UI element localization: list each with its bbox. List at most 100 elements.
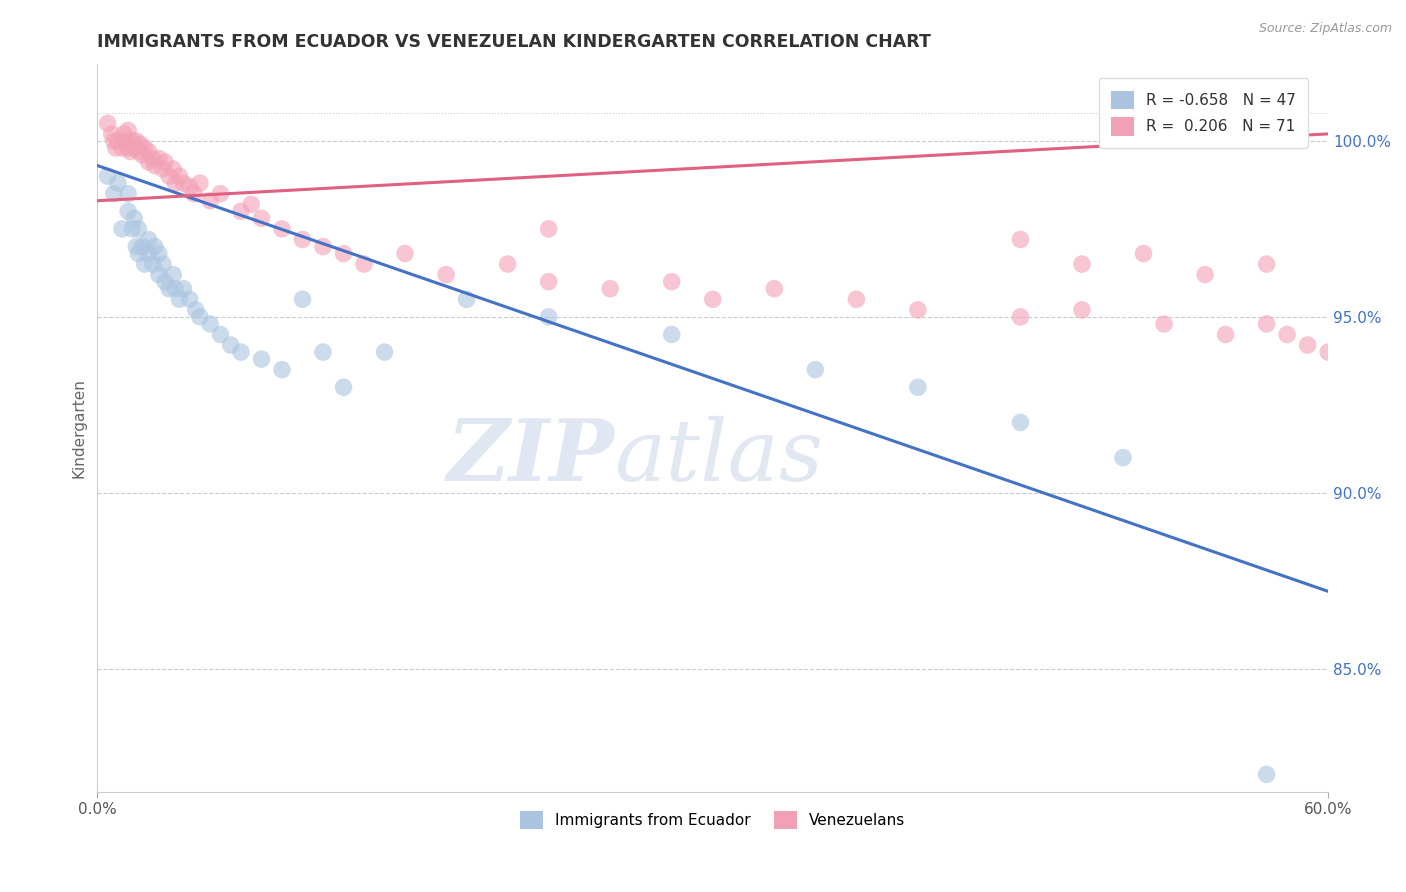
Point — [661, 327, 683, 342]
Point — [117, 141, 139, 155]
Point — [907, 302, 929, 317]
Point — [129, 137, 152, 152]
Point — [537, 310, 560, 324]
Point — [148, 246, 170, 260]
Point — [143, 239, 166, 253]
Point — [271, 222, 294, 236]
Point — [100, 127, 122, 141]
Point — [165, 176, 187, 190]
Point — [142, 257, 165, 271]
Point — [142, 152, 165, 166]
Point — [165, 282, 187, 296]
Point — [169, 169, 191, 183]
Point — [107, 134, 129, 148]
Point — [103, 186, 125, 201]
Point — [153, 275, 176, 289]
Point — [107, 176, 129, 190]
Point — [434, 268, 457, 282]
Point — [661, 275, 683, 289]
Point — [138, 145, 160, 159]
Text: Source: ZipAtlas.com: Source: ZipAtlas.com — [1258, 22, 1392, 36]
Point — [120, 145, 142, 159]
Point — [97, 116, 120, 130]
Point — [1296, 338, 1319, 352]
Point — [1071, 257, 1094, 271]
Point — [173, 282, 195, 296]
Point — [332, 246, 354, 260]
Point — [148, 152, 170, 166]
Text: ZIP: ZIP — [447, 415, 614, 499]
Point — [845, 293, 868, 307]
Point — [332, 380, 354, 394]
Point — [1378, 246, 1400, 260]
Point — [219, 338, 242, 352]
Point — [152, 162, 174, 177]
Point — [179, 179, 201, 194]
Point — [162, 162, 184, 177]
Point — [209, 186, 232, 201]
Point — [229, 345, 252, 359]
Point — [312, 239, 335, 253]
Point — [124, 141, 146, 155]
Point — [250, 352, 273, 367]
Point — [112, 127, 135, 141]
Point — [1275, 327, 1298, 342]
Point — [1153, 317, 1175, 331]
Point — [537, 222, 560, 236]
Point — [103, 134, 125, 148]
Point — [373, 345, 395, 359]
Point — [138, 155, 160, 169]
Point — [148, 268, 170, 282]
Text: IMMIGRANTS FROM ECUADOR VS VENEZUELAN KINDERGARTEN CORRELATION CHART: IMMIGRANTS FROM ECUADOR VS VENEZUELAN KI… — [97, 33, 931, 51]
Point — [1215, 327, 1237, 342]
Point — [153, 155, 176, 169]
Point — [127, 145, 149, 159]
Point — [143, 159, 166, 173]
Point — [291, 293, 314, 307]
Point — [117, 123, 139, 137]
Point — [229, 204, 252, 219]
Point — [1010, 416, 1032, 430]
Point — [1132, 246, 1154, 260]
Legend: Immigrants from Ecuador, Venezuelans: Immigrants from Ecuador, Venezuelans — [515, 805, 911, 835]
Point — [1317, 345, 1340, 359]
Point — [127, 222, 149, 236]
Point — [179, 293, 201, 307]
Point — [599, 282, 621, 296]
Point — [1256, 257, 1278, 271]
Point — [763, 282, 786, 296]
Point — [702, 293, 724, 307]
Point — [117, 204, 139, 219]
Point — [188, 310, 211, 324]
Point — [131, 239, 153, 253]
Point — [162, 268, 184, 282]
Point — [125, 134, 148, 148]
Point — [152, 257, 174, 271]
Point — [173, 176, 195, 190]
Point — [804, 362, 827, 376]
Point — [97, 169, 120, 183]
Y-axis label: Kindergarten: Kindergarten — [72, 378, 86, 478]
Point — [124, 211, 146, 226]
Point — [169, 293, 191, 307]
Point — [291, 232, 314, 246]
Point — [1399, 293, 1406, 307]
Point — [138, 232, 160, 246]
Point — [183, 186, 205, 201]
Point — [312, 345, 335, 359]
Point — [115, 134, 138, 148]
Point — [271, 362, 294, 376]
Point — [1358, 268, 1381, 282]
Point — [111, 222, 134, 236]
Point — [496, 257, 519, 271]
Point — [198, 317, 221, 331]
Point — [117, 186, 139, 201]
Point — [184, 302, 207, 317]
Point — [1256, 317, 1278, 331]
Point — [1112, 450, 1135, 465]
Point — [394, 246, 416, 260]
Point — [127, 246, 149, 260]
Point — [1071, 302, 1094, 317]
Point — [537, 275, 560, 289]
Point — [1010, 232, 1032, 246]
